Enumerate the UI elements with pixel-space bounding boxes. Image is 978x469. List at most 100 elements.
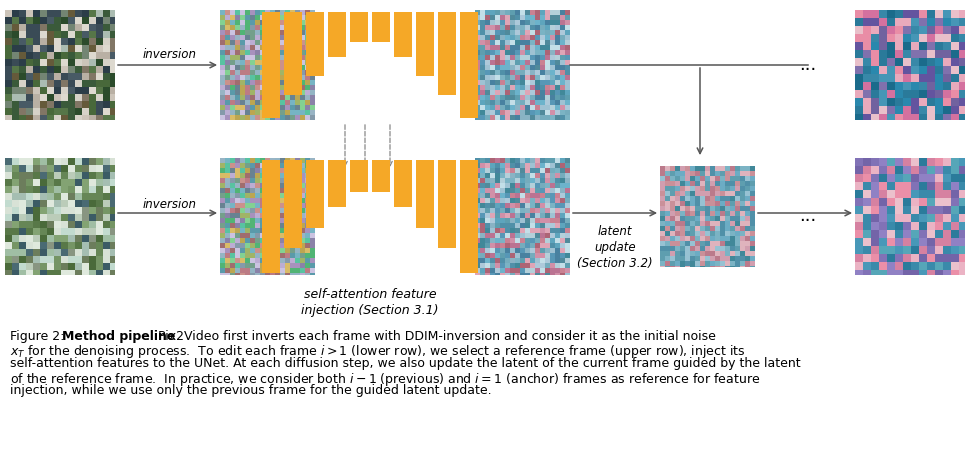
Bar [894,166,902,174]
Bar [484,268,490,273]
Bar [709,171,714,176]
Bar [534,243,540,248]
Bar [540,168,545,173]
Bar [479,228,484,233]
Bar [950,182,958,190]
Bar [225,183,230,188]
Bar [240,208,244,213]
Bar [275,228,280,233]
Bar [918,198,926,206]
Bar [240,228,244,233]
Bar [529,45,534,50]
Bar [709,236,714,241]
Bar [289,173,294,178]
Bar [40,263,47,270]
Bar [19,10,26,17]
Bar [490,20,495,25]
Bar [505,173,510,178]
Bar [110,172,114,179]
Bar [725,226,730,231]
Bar [734,236,739,241]
Bar [310,273,315,275]
Bar [950,18,958,26]
Bar [674,186,680,191]
Bar [505,253,510,258]
Bar [934,82,942,90]
Bar [270,173,275,178]
Bar [958,222,964,230]
Bar [495,183,500,188]
Bar [550,183,555,188]
Bar [704,261,709,266]
Bar [739,261,744,266]
Bar [524,253,529,258]
Bar [514,95,519,100]
Bar [235,70,240,75]
Bar [275,75,280,80]
Bar [54,52,61,59]
Bar [240,55,244,60]
Bar [33,94,40,101]
Bar [5,115,12,120]
Text: self-attention feature
injection (Section 3.1): self-attention feature injection (Sectio… [301,288,438,317]
Bar [886,26,894,34]
Bar [265,15,270,20]
Bar [911,190,918,198]
Bar [510,218,514,223]
Bar [734,231,739,236]
Bar [545,80,550,85]
Bar [5,270,12,275]
Bar [479,223,484,228]
Bar [67,31,75,38]
Bar [40,24,47,31]
Bar [495,25,500,30]
Bar [54,38,61,45]
Bar [555,273,559,275]
Bar [942,238,950,246]
Bar [514,218,519,223]
Bar [926,262,934,270]
Bar [265,20,270,25]
Bar [714,171,719,176]
Bar [280,273,285,275]
Bar [958,58,964,66]
Bar [749,166,754,171]
Bar [40,45,47,52]
Bar [510,10,514,15]
Bar [918,114,926,120]
Bar [519,158,524,163]
Bar [5,242,12,249]
Bar [260,273,265,275]
Bar [495,218,500,223]
Bar [474,158,479,163]
Bar [519,223,524,228]
Bar [110,66,114,73]
Bar [950,174,958,182]
Bar [110,158,114,165]
Bar [310,203,315,208]
Bar [719,236,725,241]
Bar [220,253,225,258]
Bar [886,42,894,50]
Bar [270,238,275,243]
Bar [305,188,310,193]
Bar [249,248,254,253]
Bar [82,108,89,115]
Bar [725,186,730,191]
Bar [289,25,294,30]
Bar [285,178,289,183]
Bar [280,248,285,253]
Bar [305,80,310,85]
Bar [240,248,244,253]
Bar [254,40,260,45]
Bar [235,40,240,45]
Bar [918,90,926,98]
Bar [704,246,709,251]
Bar [540,60,545,65]
Bar [870,158,878,166]
Bar [854,82,863,90]
Bar [519,163,524,168]
Bar [265,168,270,173]
Bar [275,80,280,85]
Bar [285,208,289,213]
